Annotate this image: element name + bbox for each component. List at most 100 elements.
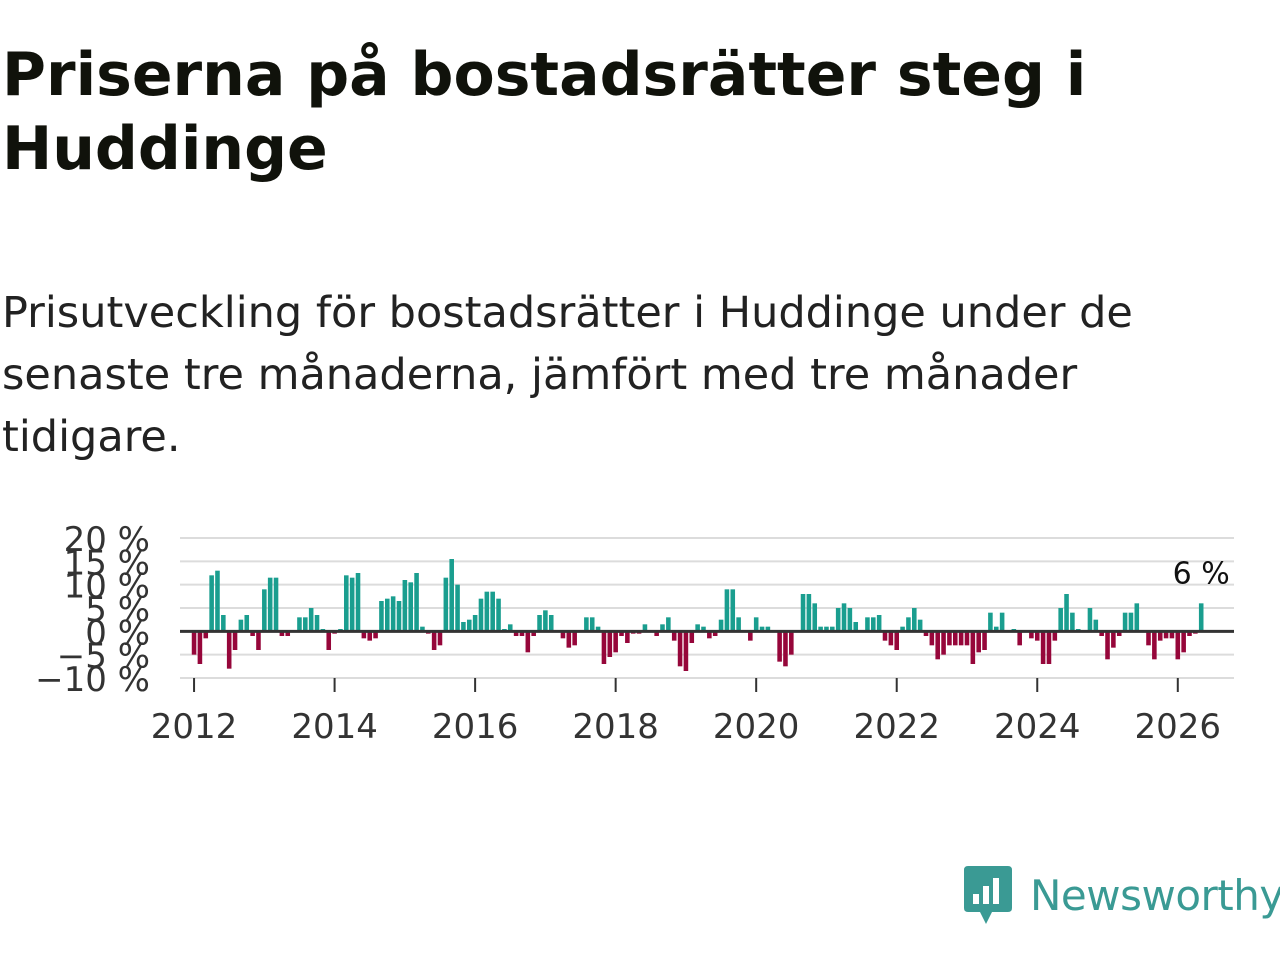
logo-bar-1 (973, 894, 979, 904)
page-title: Priserna på bostadsrätter steg i Hudding… (2, 40, 1087, 184)
bar (847, 608, 853, 632)
x-tick-label: 2024 (994, 707, 1081, 740)
bar (525, 631, 531, 653)
bar (373, 631, 378, 639)
bar (982, 631, 987, 650)
bar (1064, 594, 1069, 632)
bar (461, 622, 466, 632)
bar (671, 631, 677, 641)
bar (947, 631, 952, 646)
bar (730, 589, 736, 632)
bar (496, 598, 501, 632)
brand-logo: Newsworthy (962, 862, 1280, 928)
brand-name: Newsworthy (1030, 870, 1280, 920)
bar (806, 594, 812, 632)
y-tick-label: −5 % (57, 637, 150, 677)
bar (1093, 619, 1099, 632)
bar (929, 631, 935, 646)
bar (917, 619, 923, 632)
bar (683, 631, 689, 671)
bar (203, 631, 209, 639)
bar (531, 631, 536, 636)
bar (923, 631, 929, 636)
bar (566, 631, 572, 648)
x-tick-label: 2022 (853, 707, 940, 740)
bar (572, 631, 577, 646)
bar (455, 584, 460, 632)
bar (888, 631, 894, 646)
bar (379, 601, 384, 632)
bar (976, 631, 981, 653)
bar (1122, 612, 1128, 632)
bar (970, 631, 976, 664)
bar (221, 615, 226, 632)
y-tick-label: 0 % (85, 613, 150, 653)
grid-layer (180, 537, 1234, 679)
bar (262, 589, 267, 632)
bar (279, 631, 285, 636)
bar (543, 610, 548, 632)
bar (824, 626, 829, 632)
bar (466, 619, 472, 632)
bar (308, 608, 314, 632)
bar (818, 626, 823, 632)
bar (297, 617, 302, 632)
y-tick-label: 10 % (64, 567, 150, 607)
bar (999, 612, 1005, 632)
y-tick-label: 15 % (64, 543, 150, 583)
bar (344, 575, 349, 632)
bar (396, 601, 402, 632)
bar (584, 617, 589, 632)
bar (619, 631, 624, 636)
bar (607, 631, 613, 657)
bar (654, 631, 659, 636)
price-change-chart: −10 %−5 %0 %5 %10 %15 %20 % 2012 2014 2016… (35, 520, 1234, 740)
bar (625, 631, 630, 643)
bar (993, 626, 999, 632)
bar (238, 619, 244, 632)
bar (800, 594, 806, 632)
bar (437, 631, 443, 646)
bar (613, 631, 618, 653)
page-subtitle: Prisutveckling för bostadsrätter i Huddi… (2, 288, 1133, 462)
bar (759, 626, 765, 632)
bar (361, 631, 367, 639)
bar (513, 631, 519, 636)
bar (964, 631, 970, 646)
bar (595, 626, 601, 632)
bar (1046, 631, 1052, 664)
bar (701, 626, 706, 632)
bar (589, 617, 595, 632)
bar (267, 577, 273, 632)
bar (408, 582, 413, 632)
bar (1163, 631, 1169, 639)
bar (660, 624, 665, 632)
bar (1099, 631, 1104, 636)
bar (1169, 631, 1175, 639)
bar (783, 631, 788, 667)
bar (1052, 631, 1058, 641)
bar (1105, 631, 1110, 660)
bar (753, 617, 759, 632)
bar (1157, 631, 1163, 641)
bar (303, 617, 308, 632)
bar (1146, 631, 1151, 646)
bar (958, 631, 964, 646)
bar (912, 608, 917, 632)
bar (689, 631, 695, 643)
bar (355, 573, 361, 632)
bar (952, 631, 958, 646)
bar (941, 631, 946, 655)
bar (367, 631, 373, 641)
bar (876, 615, 882, 632)
bar (490, 591, 495, 632)
bar (420, 626, 425, 632)
bar (226, 631, 232, 669)
bar (273, 577, 279, 632)
bar (1111, 631, 1116, 648)
bar (1058, 608, 1063, 632)
bar (871, 617, 876, 632)
bar (472, 615, 478, 632)
bar (882, 631, 888, 641)
y-tick-label: 5 % (85, 590, 150, 630)
